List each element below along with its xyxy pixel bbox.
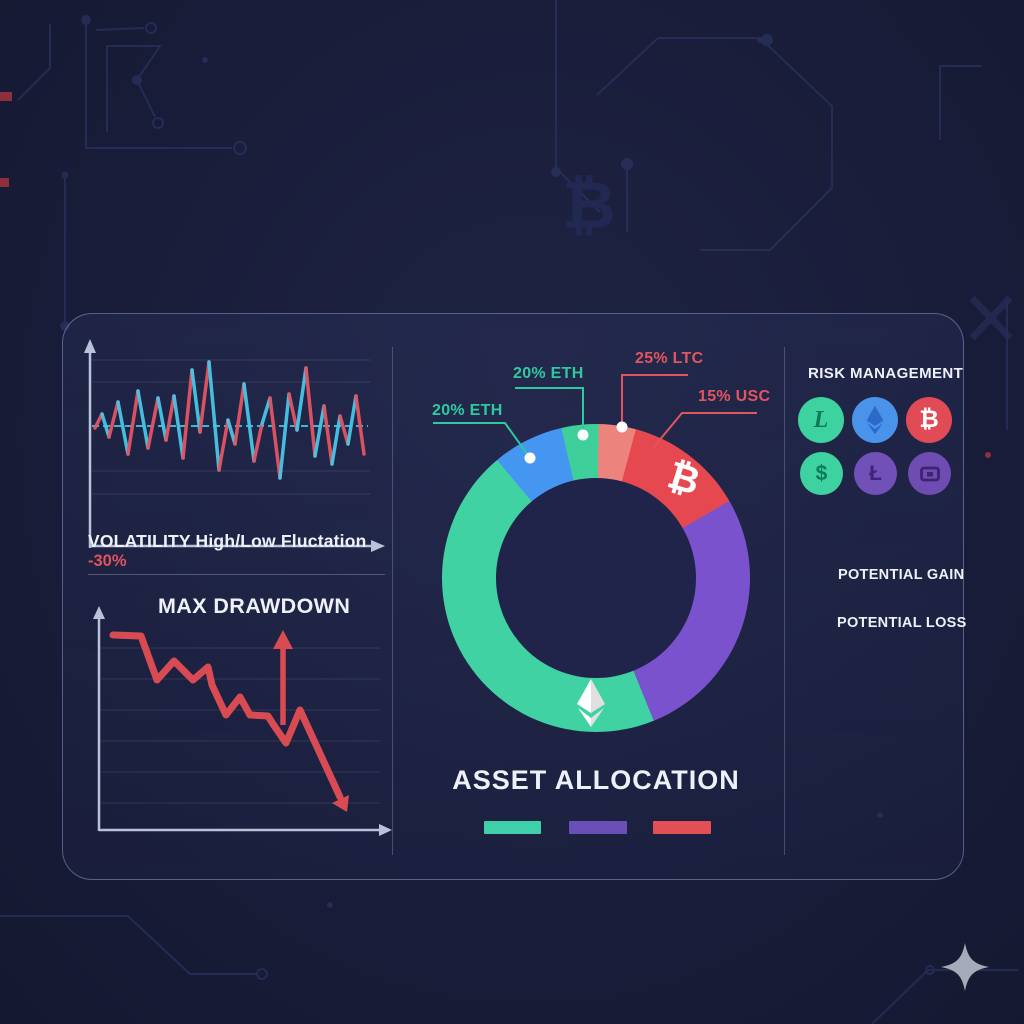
litecoin-alt-icon: Ł <box>854 452 897 495</box>
dollar-icon: $ <box>800 452 843 495</box>
volatility-value: -30% <box>88 552 127 570</box>
bitcoin-icon: ₿ <box>906 397 952 443</box>
slice-label-eth-green: 20% ETH <box>513 365 584 382</box>
svg-text:₿: ₿ <box>562 168 616 242</box>
wallet-box-icon <box>908 452 951 495</box>
legend-swatch <box>484 821 541 834</box>
slice-label-ltc: 25% LTC <box>635 350 704 367</box>
ethereum-icon <box>577 679 605 727</box>
slice-label-usc: 15% USC <box>698 388 771 405</box>
donut-title: ASSET ALLOCATION <box>452 765 740 795</box>
volatility-title: VOLATILITY High/Low Fluctation <box>88 531 367 551</box>
sparkle-icon <box>941 943 989 991</box>
coin-icon-row-2: $ Ł <box>800 452 951 495</box>
drawdown-chart <box>93 606 392 836</box>
coin-icon-row-1: L ₿ <box>798 397 952 443</box>
column-divider-left <box>392 347 393 855</box>
column-divider-right <box>784 347 785 855</box>
legend-swatch <box>653 821 711 834</box>
donut-hole <box>496 478 696 678</box>
ethereum-icon <box>852 397 898 443</box>
legend-swatch <box>569 821 627 834</box>
slice-label-eth-blue: 20% ETH <box>432 402 503 419</box>
drawdown-title: MAX DRAWDOWN <box>158 594 351 618</box>
volatility-chart <box>84 339 385 552</box>
risk-management-title: RISK MANAGEMENT <box>808 365 964 382</box>
section-divider <box>88 574 385 575</box>
potential-gain-label: POTENTIAL GAIN <box>838 567 965 583</box>
litecoin-icon: L <box>798 397 844 443</box>
potential-loss-label: POTENTIAL LOSS <box>837 615 967 631</box>
